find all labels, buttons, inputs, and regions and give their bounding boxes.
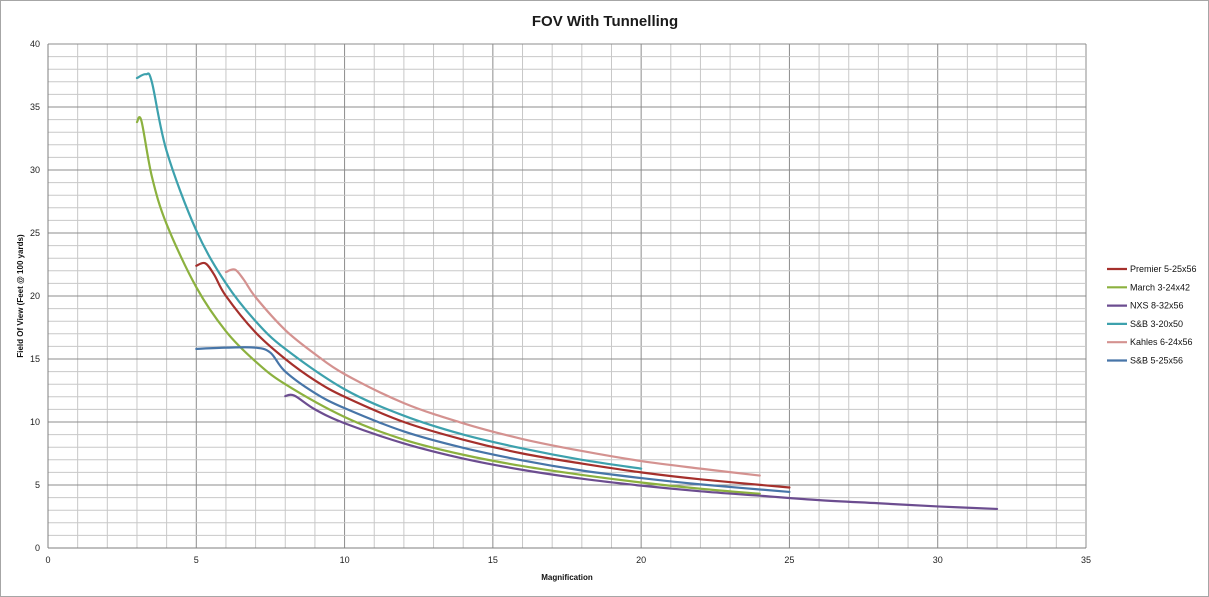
x-axis-label: Magnification bbox=[541, 573, 593, 582]
y-tick-label: 35 bbox=[30, 102, 40, 112]
x-tick-label: 0 bbox=[45, 555, 50, 565]
x-tick-label: 5 bbox=[194, 555, 199, 565]
y-axis-label: Field Of View (Feet @ 100 yards) bbox=[16, 234, 25, 358]
y-tick-label: 5 bbox=[35, 480, 40, 490]
y-axis-tick-labels: 0 5 10 15 20 25 30 35 40 bbox=[30, 39, 40, 553]
legend-label-nxs-8-32x56: NXS 8-32x56 bbox=[1130, 301, 1184, 311]
y-tick-label: 0 bbox=[35, 543, 40, 553]
x-tick-label: 35 bbox=[1081, 555, 1091, 565]
x-tick-label: 30 bbox=[933, 555, 943, 565]
axes bbox=[47, 44, 1086, 549]
series-line-nxs-8-32x56 bbox=[284, 393, 999, 511]
y-tick-label: 20 bbox=[30, 291, 40, 301]
x-tick-label: 25 bbox=[784, 555, 794, 565]
series-lines bbox=[135, 72, 999, 511]
x-tick-label: 15 bbox=[488, 555, 498, 565]
legend-label-kahles-6-24x56: Kahles 6-24x56 bbox=[1130, 337, 1193, 347]
series-line-kahles-6-24x56 bbox=[224, 268, 761, 477]
series-line-sandb-3-20x50 bbox=[135, 72, 643, 470]
chart-title: FOV With Tunnelling bbox=[532, 13, 678, 30]
gridlines bbox=[47, 43, 1087, 549]
y-tick-label: 25 bbox=[30, 228, 40, 238]
legend-label-premier-5-25x56: Premier 5-25x56 bbox=[1130, 264, 1197, 274]
y-tick-label: 10 bbox=[30, 417, 40, 427]
legend-label-sandb-3-20x50: S&B 3-20x50 bbox=[1130, 319, 1183, 329]
series-line-sandb-5-25x56 bbox=[195, 346, 791, 494]
y-tick-label: 30 bbox=[30, 165, 40, 175]
legend: Premier 5-25x56 March 3-24x42 NXS 8-32x56 S… bbox=[1107, 264, 1197, 366]
legend-label-sandb-5-25x56: S&B 5-25x56 bbox=[1130, 356, 1183, 366]
series-line-march-3-24x42 bbox=[135, 116, 761, 495]
x-tick-label: 10 bbox=[340, 555, 350, 565]
y-tick-label: 40 bbox=[30, 39, 40, 49]
x-tick-label: 20 bbox=[636, 555, 646, 565]
legend-label-march-3-24x42: March 3-24x42 bbox=[1130, 282, 1190, 292]
x-axis-tick-labels: 0 5 10 15 20 25 30 35 bbox=[45, 555, 1091, 565]
y-tick-label: 15 bbox=[30, 354, 40, 364]
series-line-premier-5-25x56 bbox=[195, 261, 791, 489]
